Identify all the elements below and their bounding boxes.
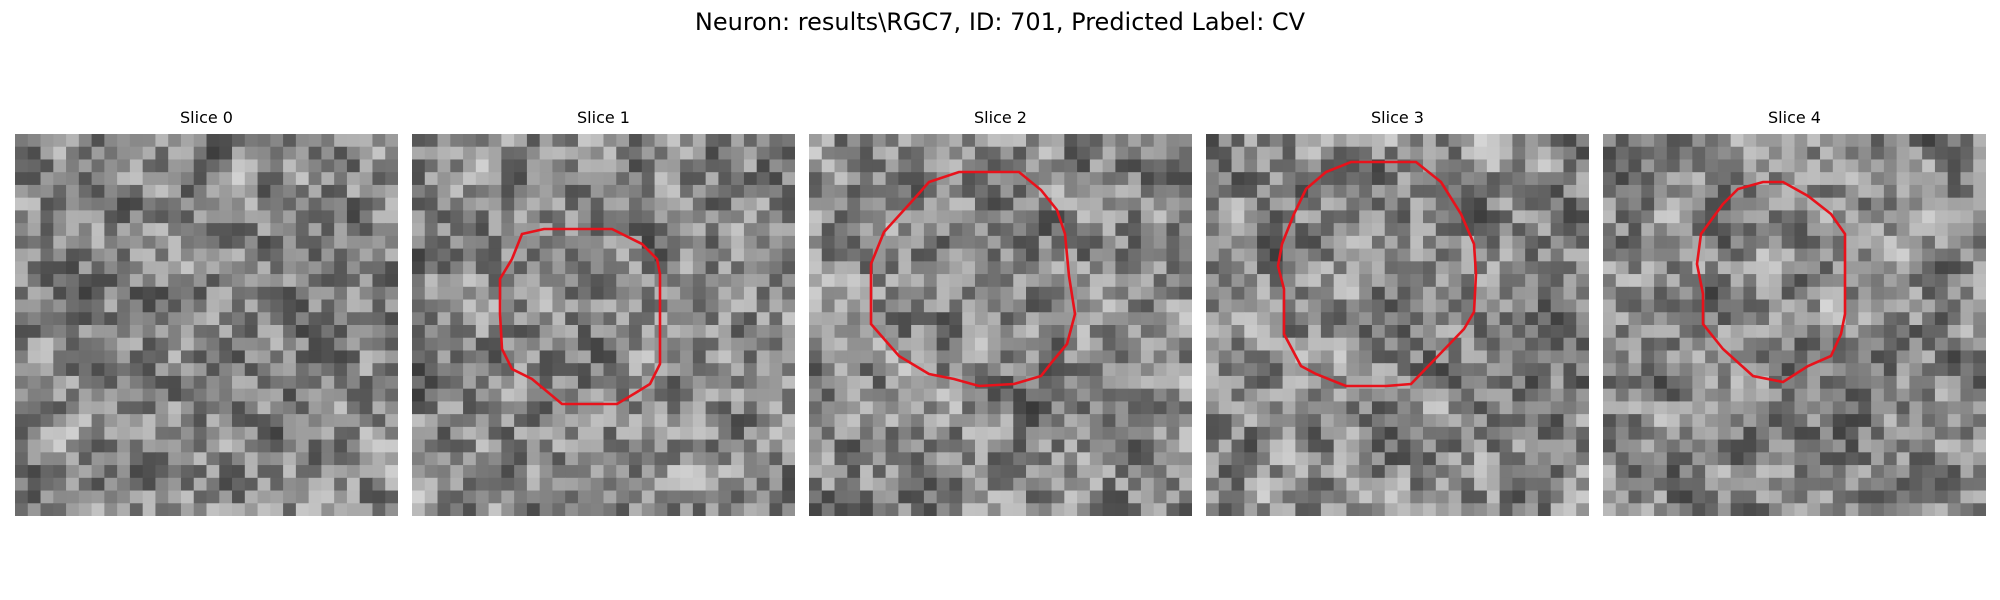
roi-contour bbox=[1695, 180, 1847, 384]
slice-title: Slice 0 bbox=[180, 108, 233, 127]
slice-title: Slice 2 bbox=[974, 108, 1027, 127]
roi-contour bbox=[498, 227, 662, 406]
pixel-grid bbox=[1206, 134, 1589, 516]
slice-image-canvas bbox=[1206, 134, 1589, 516]
slice-image bbox=[809, 134, 1192, 516]
figure-title: Neuron: results\RGC7, ID: 701, Predicted… bbox=[694, 8, 1306, 36]
slice-title: Slice 4 bbox=[1768, 108, 1821, 127]
slice-image bbox=[1206, 134, 1589, 516]
slice-panel-4: Slice 4 bbox=[1603, 108, 1986, 516]
slice-image-canvas bbox=[809, 134, 1192, 516]
slice-image bbox=[15, 134, 398, 516]
slice-image-canvas bbox=[1603, 134, 1986, 516]
pixel-grid bbox=[809, 134, 1192, 516]
slice-panel-2: Slice 2 bbox=[809, 108, 1192, 516]
slice-title: Slice 3 bbox=[1371, 108, 1424, 127]
slice-image-canvas bbox=[412, 134, 795, 516]
pixel-grid bbox=[15, 134, 398, 516]
pixel-grid bbox=[412, 134, 795, 516]
slice-panel-0: Slice 0 bbox=[15, 108, 398, 516]
pixel-grid bbox=[1603, 134, 1986, 516]
roi-contour bbox=[1276, 160, 1478, 388]
roi-contour bbox=[869, 170, 1077, 388]
slice-image bbox=[1603, 134, 1986, 516]
slice-image-canvas bbox=[15, 134, 398, 516]
slice-panel-3: Slice 3 bbox=[1206, 108, 1589, 516]
slice-title: Slice 1 bbox=[577, 108, 630, 127]
slice-panel-1: Slice 1 bbox=[412, 108, 795, 516]
slice-image bbox=[412, 134, 795, 516]
